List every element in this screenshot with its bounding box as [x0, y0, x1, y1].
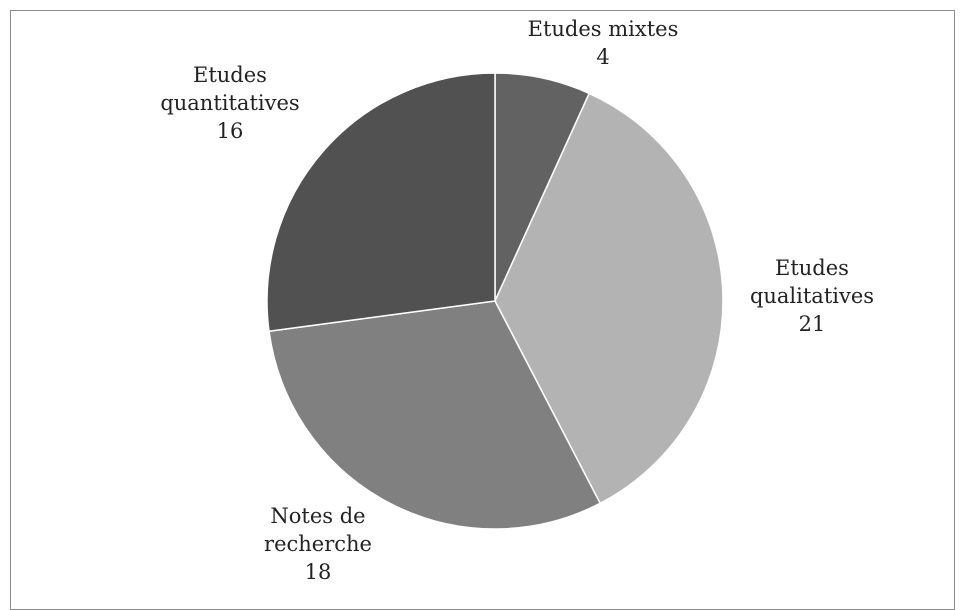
pie-slice-etudes-qualitatives [494, 92, 724, 505]
pie-labels: Etudes mixtes 4 Etudes qualitatives 21 Notes … [160, 17, 874, 584]
data-label-line: recherche [264, 532, 372, 556]
data-label-etudes-qualitatives: Etudes qualitatives 21 [750, 256, 874, 336]
data-label-line: Etudes mixtes [528, 17, 679, 41]
data-label-etudes-mixtes: Etudes mixtes 4 [528, 17, 679, 69]
pie-slice-etudes-quantitatives [266, 72, 496, 333]
data-label-line: Notes de [270, 504, 365, 528]
data-label-line: 4 [596, 45, 609, 69]
pie-slice-notes-de-recherche [268, 300, 602, 530]
data-label-line: quantitatives [160, 91, 299, 115]
data-label-etudes-quantitatives: Etudes quantitatives 16 [160, 63, 299, 143]
data-label-line: 18 [305, 560, 332, 584]
data-label-line: Etudes [775, 256, 849, 280]
data-label-line: Etudes [193, 63, 267, 87]
data-label-notes-de-recherche: Notes de recherche 18 [264, 504, 372, 584]
pie-slices [266, 72, 724, 530]
pie-chart: Etudes mixtes 4 Etudes qualitatives 21 Notes … [160, 17, 874, 584]
data-label-line: 21 [799, 312, 826, 336]
data-label-line: qualitatives [750, 284, 874, 308]
data-label-line: 16 [217, 119, 244, 143]
